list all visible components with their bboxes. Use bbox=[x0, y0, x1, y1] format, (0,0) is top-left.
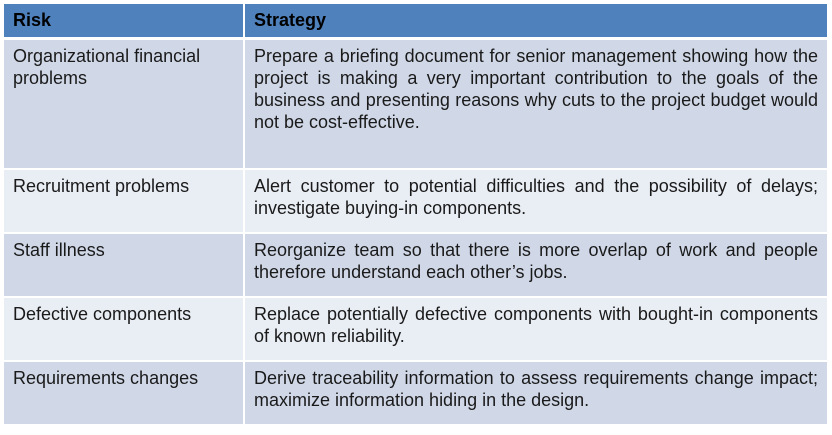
risk-cell: Recruitment problems bbox=[4, 169, 245, 234]
table-row: Requirements changes Derive traceability… bbox=[4, 361, 827, 426]
strategy-cell: Replace potentially defective components… bbox=[244, 297, 827, 362]
risk-cell: Requirements changes bbox=[4, 361, 245, 426]
risk-strategy-table: Risk Strategy Organizational financial p… bbox=[4, 4, 827, 426]
table-row: Recruitment problems Alert customer to p… bbox=[4, 169, 827, 234]
strategy-cell: Derive traceability information to asses… bbox=[244, 361, 827, 426]
table-row: Staff illness Reorganize team so that th… bbox=[4, 233, 827, 298]
risk-column-header: Risk bbox=[4, 4, 245, 40]
strategy-column-header: Strategy bbox=[244, 4, 827, 40]
strategy-cell: Reorganize team so that there is more ov… bbox=[244, 233, 827, 298]
table-row: Defective components Replace potentially… bbox=[4, 297, 827, 362]
risk-cell: Staff illness bbox=[4, 233, 245, 298]
strategy-cell: Alert customer to potential difficulties… bbox=[244, 169, 827, 234]
risk-cell: Defective components bbox=[4, 297, 245, 362]
table-row: Organizational financial problems Prepar… bbox=[4, 38, 827, 170]
table-body: Organizational financial problems Prepar… bbox=[4, 38, 827, 426]
table-header: Risk Strategy bbox=[4, 4, 827, 40]
risk-cell: Organizational financial problems bbox=[4, 38, 245, 170]
strategy-cell: Prepare a briefing document for senior m… bbox=[244, 38, 827, 170]
header-row: Risk Strategy bbox=[4, 4, 827, 40]
